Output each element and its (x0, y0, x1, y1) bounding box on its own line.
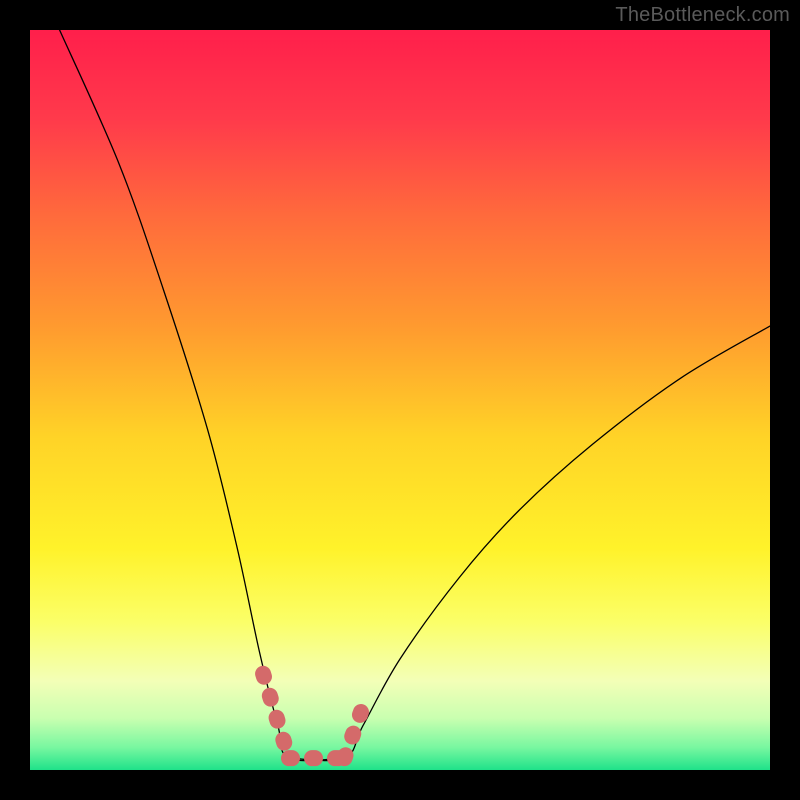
bottleneck-chart (0, 0, 800, 800)
chart-stage: TheBottleneck.com (0, 0, 800, 800)
watermark-text: TheBottleneck.com (615, 4, 790, 27)
